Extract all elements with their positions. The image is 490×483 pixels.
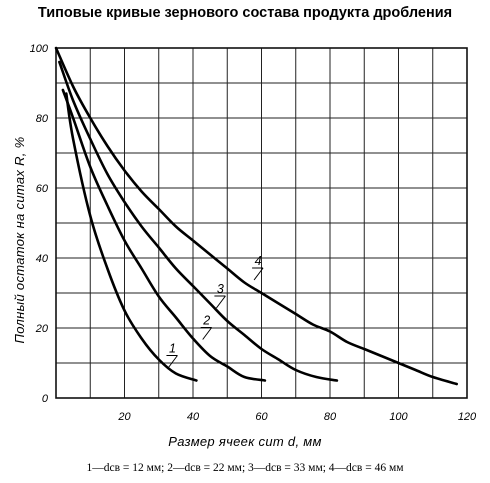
plot-frame bbox=[55, 47, 468, 399]
legend-footnote: 1—dсв = 12 мм; 2—dсв = 22 мм; 3—dсв = 33… bbox=[86, 462, 404, 474]
series-label-leader bbox=[168, 355, 178, 368]
y-tick-label: 20 bbox=[35, 323, 49, 335]
x-tick-label: 40 bbox=[187, 411, 200, 423]
x-tick-labels: 20 40 60 80 100 120 bbox=[117, 411, 477, 423]
series-labels: 1 2 3 4 bbox=[166, 254, 264, 368]
series-label-3: 3 bbox=[217, 282, 224, 296]
series-line-3 bbox=[58, 60, 339, 382]
series-label-2: 2 bbox=[202, 314, 210, 328]
y-tick-label: 40 bbox=[36, 253, 49, 265]
x-tick-label: 60 bbox=[255, 411, 268, 423]
series-label-leader bbox=[253, 267, 264, 281]
x-tick-label: 80 bbox=[324, 411, 337, 423]
grid bbox=[56, 48, 467, 398]
axes bbox=[55, 47, 468, 399]
x-tick-label: 100 bbox=[389, 411, 408, 423]
y-tick-label: 100 bbox=[30, 43, 49, 55]
x-tick-label: 120 bbox=[458, 411, 477, 423]
series-label-leader bbox=[215, 295, 226, 309]
series-line-2 bbox=[61, 88, 267, 382]
series-label-1: 1 bbox=[169, 342, 176, 356]
y-tick-label: 80 bbox=[36, 113, 49, 125]
series-line-1 bbox=[65, 92, 198, 382]
y-tick-label: 60 bbox=[36, 183, 49, 195]
chart-title: Типовые кривые зернового состава продукт… bbox=[38, 5, 452, 21]
y-tick-label: 0 bbox=[42, 393, 49, 405]
series-label-leader bbox=[202, 327, 213, 340]
y-axis-label: Полный остаток на ситах R, % bbox=[12, 137, 27, 344]
x-axis-label: Размер ячеек сит d, мм bbox=[168, 434, 321, 449]
series-lines bbox=[54, 46, 458, 386]
series-line-4 bbox=[54, 46, 458, 386]
y-tick-labels: 0 20 40 60 80 100 bbox=[30, 43, 49, 405]
x-tick-label: 20 bbox=[117, 411, 131, 423]
series-label-4: 4 bbox=[255, 254, 262, 268]
